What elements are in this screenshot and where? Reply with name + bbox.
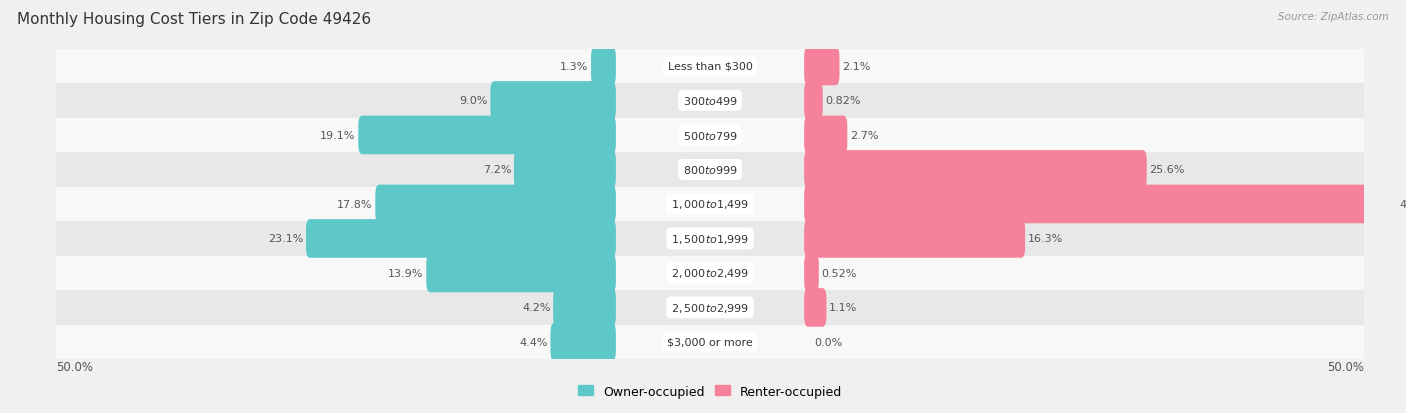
- Bar: [56, 119, 1364, 153]
- FancyBboxPatch shape: [804, 151, 1147, 189]
- Text: $800 to $999: $800 to $999: [682, 164, 738, 176]
- Text: 7.2%: 7.2%: [482, 165, 512, 175]
- FancyBboxPatch shape: [551, 323, 616, 361]
- Bar: [56, 222, 1364, 256]
- Bar: [56, 84, 1364, 119]
- Text: 1.1%: 1.1%: [830, 303, 858, 313]
- Text: 1.3%: 1.3%: [560, 62, 589, 72]
- Text: 13.9%: 13.9%: [388, 268, 423, 278]
- Text: $2,500 to $2,999: $2,500 to $2,999: [671, 301, 749, 314]
- Text: Monthly Housing Cost Tiers in Zip Code 49426: Monthly Housing Cost Tiers in Zip Code 4…: [17, 12, 371, 27]
- FancyBboxPatch shape: [804, 288, 827, 327]
- FancyBboxPatch shape: [804, 116, 848, 155]
- Text: 16.3%: 16.3%: [1028, 234, 1063, 244]
- FancyBboxPatch shape: [515, 151, 616, 189]
- Bar: [56, 325, 1364, 359]
- Text: 9.0%: 9.0%: [460, 96, 488, 106]
- Bar: [56, 50, 1364, 84]
- FancyBboxPatch shape: [804, 220, 1025, 258]
- Text: $300 to $499: $300 to $499: [682, 95, 738, 107]
- Text: 0.52%: 0.52%: [821, 268, 856, 278]
- FancyBboxPatch shape: [804, 47, 839, 86]
- Text: $500 to $799: $500 to $799: [682, 130, 738, 142]
- FancyBboxPatch shape: [426, 254, 616, 292]
- Text: $1,500 to $1,999: $1,500 to $1,999: [671, 233, 749, 245]
- Bar: [56, 256, 1364, 290]
- FancyBboxPatch shape: [804, 254, 818, 292]
- Text: 19.1%: 19.1%: [321, 131, 356, 140]
- Text: 17.8%: 17.8%: [337, 199, 373, 209]
- Text: 44.7%: 44.7%: [1399, 199, 1406, 209]
- FancyBboxPatch shape: [491, 82, 616, 121]
- Text: 0.82%: 0.82%: [825, 96, 860, 106]
- FancyBboxPatch shape: [591, 47, 616, 86]
- Text: Source: ZipAtlas.com: Source: ZipAtlas.com: [1278, 12, 1389, 22]
- Text: 0.0%: 0.0%: [814, 337, 842, 347]
- Text: $2,000 to $2,499: $2,000 to $2,499: [671, 267, 749, 280]
- Text: 4.2%: 4.2%: [522, 303, 551, 313]
- Text: 2.7%: 2.7%: [851, 131, 879, 140]
- Bar: [56, 153, 1364, 187]
- FancyBboxPatch shape: [553, 288, 616, 327]
- Legend: Owner-occupied, Renter-occupied: Owner-occupied, Renter-occupied: [574, 380, 846, 403]
- FancyBboxPatch shape: [359, 116, 616, 155]
- Text: $3,000 or more: $3,000 or more: [668, 337, 752, 347]
- Text: 50.0%: 50.0%: [56, 360, 93, 373]
- Text: 2.1%: 2.1%: [842, 62, 870, 72]
- Text: 25.6%: 25.6%: [1149, 165, 1185, 175]
- Text: Less than $300: Less than $300: [668, 62, 752, 72]
- Text: 4.4%: 4.4%: [519, 337, 548, 347]
- FancyBboxPatch shape: [804, 82, 823, 121]
- Text: $1,000 to $1,499: $1,000 to $1,499: [671, 198, 749, 211]
- FancyBboxPatch shape: [375, 185, 616, 224]
- Bar: [56, 187, 1364, 222]
- FancyBboxPatch shape: [804, 185, 1396, 224]
- Text: 50.0%: 50.0%: [1327, 360, 1364, 373]
- FancyBboxPatch shape: [307, 220, 616, 258]
- Text: 23.1%: 23.1%: [269, 234, 304, 244]
- Bar: [56, 290, 1364, 325]
